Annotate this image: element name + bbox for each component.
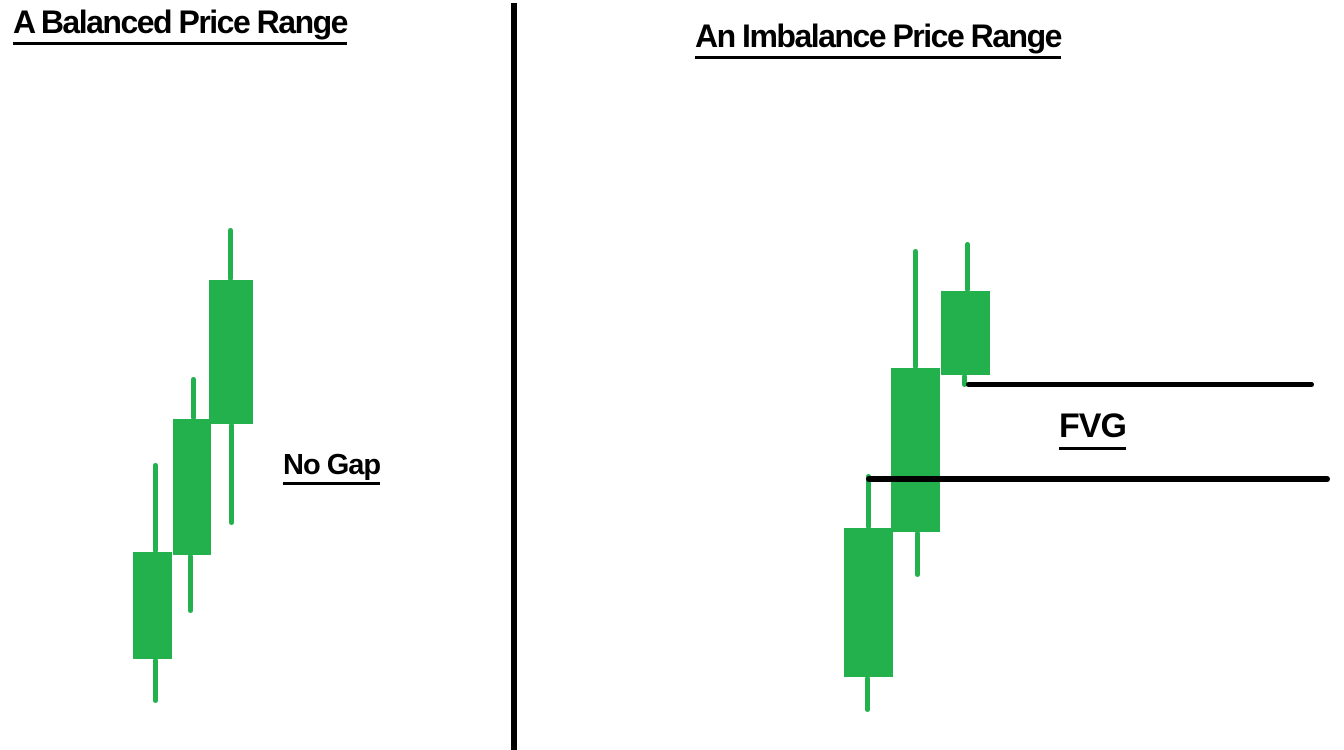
- panel-divider-line: [511, 3, 517, 750]
- fvg-upper-boundary-line: [966, 382, 1314, 387]
- left-candle-2-body: [173, 419, 211, 555]
- no-gap-label-text: No Gap: [283, 450, 381, 486]
- balanced-price-range-title: A Balanced Price Range: [13, 5, 348, 45]
- right-candle-1-upper-wick: [866, 474, 871, 529]
- right-candle-3-upper-wick: [965, 242, 970, 292]
- right-candle-1-lower-wick: [865, 676, 870, 712]
- imbalance-price-range-title-text: An Imbalance Price Range: [695, 19, 1062, 59]
- left-candle-3-upper-wick: [228, 228, 233, 281]
- fvg-label: FVG: [1059, 408, 1127, 450]
- left-candle-2-upper-wick: [191, 377, 196, 420]
- right-candle-1-body: [844, 528, 893, 677]
- no-gap-label: No Gap: [283, 450, 381, 486]
- left-candle-2-lower-wick: [188, 554, 193, 613]
- left-candle-1-lower-wick: [153, 658, 158, 703]
- imbalance-price-range-title: An Imbalance Price Range: [695, 19, 1062, 59]
- fvg-lower-boundary-line: [866, 476, 1330, 482]
- right-candle-2-lower-wick: [915, 531, 920, 577]
- right-candle-3-lower-wick: [962, 374, 967, 387]
- balanced-price-range-title-text: A Balanced Price Range: [13, 5, 348, 45]
- left-candle-3-lower-wick: [229, 423, 234, 525]
- right-candle-2-upper-wick: [913, 249, 918, 369]
- left-candle-1-upper-wick: [153, 463, 158, 553]
- fvg-label-text: FVG: [1059, 408, 1127, 450]
- right-candle-2-body: [891, 368, 940, 532]
- left-candle-1-body: [133, 552, 172, 659]
- right-candle-3-body: [941, 291, 990, 375]
- left-candle-3-body: [209, 280, 253, 424]
